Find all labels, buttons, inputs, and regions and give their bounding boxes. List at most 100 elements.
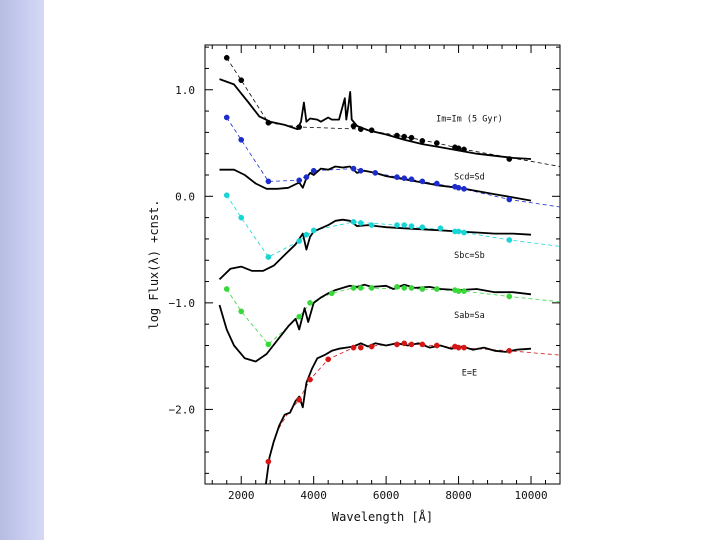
data-point-im-im-5-gyr bbox=[401, 133, 408, 140]
data-point-sab-sa bbox=[419, 286, 426, 292]
x-tick-label: 10000 bbox=[514, 489, 547, 502]
series-model-curve-sbc-sb bbox=[218, 218, 532, 281]
series-label-sab-sa: Sab=Sa bbox=[454, 311, 485, 321]
data-point-e-e bbox=[307, 376, 313, 383]
data-point-sab-sa bbox=[433, 286, 440, 292]
y-tick-label: −2.0 bbox=[169, 403, 196, 416]
data-point-e-e bbox=[368, 343, 375, 350]
data-point-scd-sd bbox=[310, 167, 317, 174]
data-point-im-im-5-gyr bbox=[419, 138, 426, 144]
data-point-sbc-sb bbox=[223, 192, 230, 199]
data-point-im-im-5-gyr bbox=[368, 127, 375, 134]
data-point-scd-sd bbox=[357, 167, 364, 174]
data-point-e-e bbox=[357, 344, 364, 351]
data-point-scd-sd bbox=[238, 136, 245, 143]
slide-sidebar bbox=[0, 0, 44, 540]
series-model-curve-scd-sd bbox=[219, 165, 532, 202]
data-point-sab-sa bbox=[328, 290, 335, 297]
data-point-im-im-5-gyr bbox=[265, 119, 272, 126]
data-point-scd-sd bbox=[223, 114, 230, 121]
data-point-scd-sd bbox=[303, 174, 310, 180]
data-point-sbc-sb bbox=[401, 222, 408, 228]
data-point-sbc-sb bbox=[296, 238, 303, 244]
data-point-scd-sd bbox=[296, 177, 303, 184]
chart-plot-area bbox=[218, 54, 560, 484]
data-point-scd-sd bbox=[461, 185, 467, 192]
x-axis-label: Wavelength [Å] bbox=[332, 509, 433, 524]
data-point-scd-sd bbox=[394, 174, 400, 180]
data-point-im-im-5-gyr bbox=[357, 126, 364, 133]
data-point-e-e bbox=[265, 458, 272, 465]
data-point-sab-sa bbox=[296, 313, 303, 320]
data-point-im-im-5-gyr bbox=[433, 140, 440, 146]
data-point-im-im-5-gyr bbox=[461, 146, 467, 153]
data-point-sab-sa bbox=[350, 285, 357, 291]
chart-axes: 2000 4000 6000 8000 10000 1.0 0.0 −1.0 −2.0 bbox=[169, 44, 561, 502]
data-point-sab-sa bbox=[461, 288, 467, 294]
data-point-sbc-sb bbox=[506, 237, 513, 243]
series-fit-line-scd-sd bbox=[226, 117, 560, 208]
series-label-sbc-sb: Sbc=Sb bbox=[454, 251, 485, 261]
data-point-e-e bbox=[408, 341, 415, 348]
series-model-curve-sab-sa bbox=[218, 283, 532, 363]
data-point-sab-sa bbox=[455, 288, 462, 294]
data-point-im-im-5-gyr bbox=[394, 132, 400, 139]
data-point-e-e bbox=[296, 396, 303, 403]
data-point-sbc-sb bbox=[350, 219, 357, 225]
data-point-e-e bbox=[401, 340, 408, 347]
data-point-scd-sd bbox=[506, 196, 513, 203]
data-point-sab-sa bbox=[357, 285, 364, 291]
data-point-sbc-sb bbox=[419, 224, 426, 231]
data-point-scd-sd bbox=[419, 178, 426, 185]
data-point-e-e bbox=[506, 347, 513, 354]
data-point-sab-sa bbox=[223, 286, 230, 292]
data-point-e-e bbox=[394, 341, 400, 348]
series-fit-line-e-e bbox=[268, 342, 560, 462]
data-point-im-im-5-gyr bbox=[238, 77, 245, 84]
series-model-curve-e-e bbox=[265, 342, 532, 484]
data-point-scd-sd bbox=[401, 175, 408, 182]
data-point-sab-sa bbox=[238, 308, 245, 315]
data-point-sbc-sb bbox=[455, 228, 462, 235]
data-point-sab-sa bbox=[506, 293, 513, 300]
data-point-sbc-sb bbox=[238, 214, 245, 221]
y-tick-label: 1.0 bbox=[175, 84, 195, 97]
data-point-e-e bbox=[419, 341, 426, 348]
series-fit-line-im-im-5-gyr bbox=[226, 57, 560, 167]
data-point-sab-sa bbox=[408, 285, 415, 291]
data-point-sbc-sb bbox=[265, 254, 272, 260]
data-point-scd-sd bbox=[350, 165, 357, 172]
data-point-sbc-sb bbox=[408, 223, 415, 229]
data-point-sab-sa bbox=[368, 285, 375, 291]
data-point-sbc-sb bbox=[368, 222, 375, 228]
chart-labels: Wavelength [Å] log Flux(λ) +cnst. Im=Im … bbox=[147, 115, 503, 524]
x-tick-label: 2000 bbox=[228, 489, 255, 502]
data-point-im-im-5-gyr bbox=[223, 54, 230, 61]
x-tick-label: 4000 bbox=[300, 489, 327, 502]
plot-frame bbox=[204, 44, 561, 485]
data-point-e-e bbox=[455, 344, 462, 351]
data-point-e-e bbox=[325, 356, 332, 363]
x-tick-label: 8000 bbox=[445, 489, 472, 502]
data-point-im-im-5-gyr bbox=[506, 156, 513, 162]
series-label-im-im-5-gyr: Im=Im (5 Gyr) bbox=[436, 115, 503, 125]
y-axis-label: log Flux(λ) +cnst. bbox=[147, 199, 161, 329]
data-point-sab-sa bbox=[265, 341, 272, 348]
data-point-sbc-sb bbox=[357, 220, 364, 226]
data-point-e-e bbox=[461, 344, 467, 351]
series-fit-line-sbc-sb bbox=[226, 194, 560, 258]
data-point-scd-sd bbox=[372, 170, 379, 176]
data-point-e-e bbox=[350, 344, 357, 351]
data-point-sbc-sb bbox=[394, 222, 400, 228]
data-point-scd-sd bbox=[455, 184, 462, 191]
data-point-im-im-5-gyr bbox=[350, 123, 357, 129]
data-point-sbc-sb bbox=[310, 227, 317, 234]
series-label-scd-sd: Scd=Sd bbox=[454, 172, 485, 182]
series-model-curve-im-im-5-gyr bbox=[219, 78, 532, 160]
data-point-sab-sa bbox=[394, 284, 400, 290]
series-label-e-e: E=E bbox=[462, 368, 477, 378]
data-point-scd-sd bbox=[265, 178, 272, 185]
data-point-e-e bbox=[433, 342, 440, 349]
data-point-scd-sd bbox=[408, 176, 415, 183]
